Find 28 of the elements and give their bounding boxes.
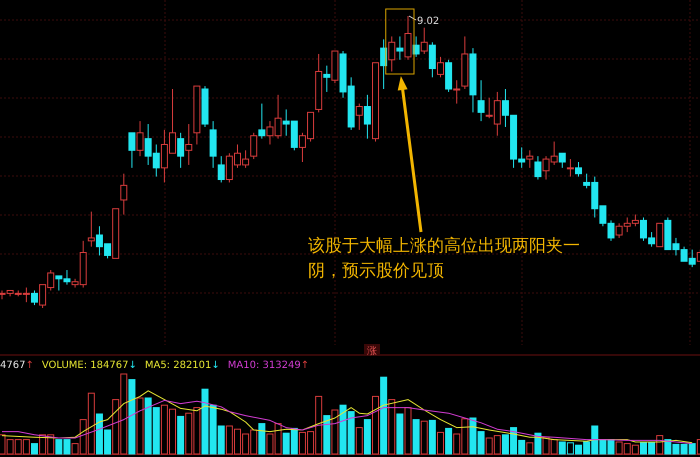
bar	[258, 423, 266, 454]
bar	[412, 419, 420, 454]
bar	[534, 432, 542, 454]
bar	[526, 442, 534, 454]
bar	[364, 419, 371, 454]
text: VOLUME: 184767↓	[42, 360, 137, 371]
bar	[177, 416, 184, 454]
bar	[420, 420, 428, 454]
bar	[128, 379, 136, 454]
bar	[404, 407, 412, 454]
bar	[323, 415, 330, 454]
bar	[445, 428, 452, 454]
bar	[372, 396, 380, 454]
text: MA5: 282101↓	[144, 360, 220, 371]
bar	[331, 410, 338, 454]
bar	[136, 398, 144, 454]
annotation: 9.02	[417, 16, 440, 27]
bar	[30, 443, 38, 454]
bar	[436, 432, 444, 454]
bar	[428, 420, 436, 454]
bar	[396, 414, 404, 454]
text: 4767↑	[0, 360, 34, 371]
bar	[388, 399, 396, 454]
bar	[356, 427, 363, 454]
text: MA10: 313249↑	[228, 360, 310, 371]
bar	[380, 376, 388, 454]
annotation: 该股于大幅上涨的高位出现两阳夹一阴，预示股价见顶	[308, 235, 581, 283]
text: 涨	[367, 345, 377, 357]
